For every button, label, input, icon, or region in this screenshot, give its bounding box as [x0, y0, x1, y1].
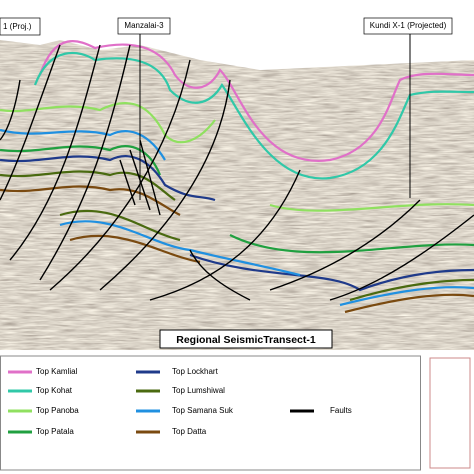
section-title-box — [159, 329, 333, 349]
section-title: Regional SeismicTransect-1 — [176, 334, 316, 346]
topography-mask — [0, 40, 474, 70]
well-label-box — [117, 17, 171, 35]
horizons — [0, 39, 474, 314]
horizon-panoba — [0, 102, 474, 212]
legend-label: Top Patala — [36, 427, 74, 436]
legend-label: Top Kamlial — [36, 367, 78, 376]
legend-label: Top Samana Suk — [172, 406, 234, 415]
legend-label: Top Panoba — [36, 406, 79, 415]
horizon-lockhart — [0, 155, 474, 292]
horizon-patala — [0, 145, 474, 254]
horizon-datta — [0, 185, 474, 314]
legend-box — [0, 355, 421, 471]
horizon-lumshiwal — [0, 170, 474, 302]
well-label-box — [363, 17, 453, 35]
legend-label: Faults — [330, 406, 352, 415]
legend-label: Top Lockhart — [172, 367, 219, 376]
legend-label: Top Kohat — [36, 386, 73, 395]
inset-box — [429, 357, 471, 469]
faults — [0, 44, 474, 301]
well-label-box — [0, 17, 41, 36]
horizon-kohat — [33, 51, 474, 180]
well-label: Kundi X-1 (Projected) — [370, 21, 447, 30]
legend-label: Top Lumshiwal — [172, 386, 225, 395]
well-label: Manzalai-3 — [124, 21, 164, 30]
horizon-kamlial — [38, 39, 474, 162]
legend: Top Kamlial Top Kohat Top Panoba Top Patala… — [8, 367, 352, 436]
legend-label: Top Datta — [172, 427, 207, 436]
well-label: 1 (Proj.) — [3, 22, 32, 31]
horizon-samana-suk — [0, 128, 474, 307]
